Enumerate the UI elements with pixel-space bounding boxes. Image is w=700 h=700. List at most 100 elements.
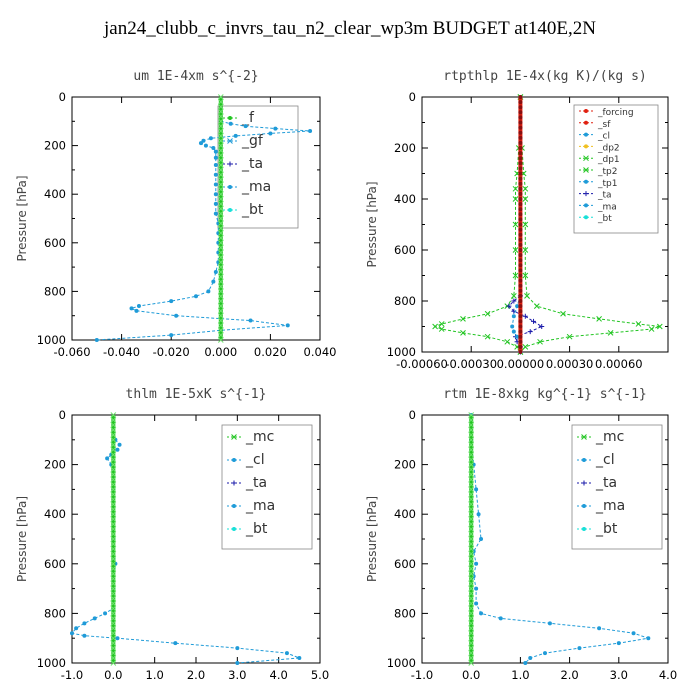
series-gf [217,94,224,343]
data-point [115,447,120,452]
data-point [522,221,529,228]
data-point [518,110,523,115]
data-point [110,640,117,647]
data-point [468,541,475,547]
data-point [110,521,117,527]
data-point [194,294,198,299]
y-tick-label: 1000 [387,345,416,359]
data-point [468,466,475,473]
data-point [635,321,642,327]
data-point [518,161,523,166]
data-point [213,201,218,206]
data-point [518,176,523,181]
x-tick-label: 0.00060 [595,357,643,371]
data-point [110,615,117,622]
data-point [577,646,582,651]
data-point [213,149,218,154]
data-point [468,491,475,498]
data-point [468,610,475,617]
data-point [518,314,523,319]
data-point [217,337,224,343]
x-tick-label: 0.0 [462,668,480,682]
data-point [510,324,515,329]
data-point [468,536,475,542]
data-point [515,334,520,339]
data-point [110,650,117,656]
y-tick-label: 1000 [387,656,416,670]
data-point [468,575,475,582]
data-point [596,315,602,322]
legend-label: _ta [245,475,267,491]
data-point [217,142,224,149]
data-point [273,126,278,131]
data-point [524,293,530,299]
panel-title: rtm 1E-8xkg kg^{-1} s^{-1} [443,387,647,402]
data-point [217,99,224,105]
data-point [173,641,178,646]
data-point [468,640,475,647]
data-point [522,247,529,253]
data-point [518,248,523,252]
data-point [460,330,466,336]
data-point [217,186,224,193]
y-tick-label: 1000 [37,656,66,670]
data-point [468,635,475,642]
data-point [518,273,523,278]
series-dp1 [432,94,524,355]
data-point [110,427,117,433]
data-point [518,324,523,329]
series-forcing [518,95,523,354]
data-point [217,162,224,168]
data-point [522,344,529,350]
data-point [484,333,491,340]
data-point [518,339,523,344]
data-point [518,105,523,110]
data-point [616,641,621,646]
legend-label: _bt [597,214,612,224]
data-point [110,660,117,666]
data-point [597,626,602,631]
data-point [110,481,117,488]
data-point [474,601,479,606]
data-point [228,185,232,189]
y-tick-label: 800 [44,606,66,620]
data-point [285,323,290,328]
data-point [531,318,537,324]
x-tick-label: 5.0 [311,668,329,682]
data-point [584,144,588,149]
data-point [468,551,475,557]
data-point [110,451,117,458]
data-point [227,138,233,144]
data-point [474,561,479,566]
data-point [468,615,475,622]
data-point [518,130,523,135]
data-point [217,298,224,304]
data-point [217,278,224,285]
data-point [518,125,523,130]
data-point [217,303,224,309]
data-point [543,651,547,656]
data-point [432,323,438,330]
data-point [583,191,589,197]
data-point [511,298,517,304]
data-point [110,630,117,637]
data-point [518,100,523,105]
data-point [518,334,523,339]
data-point [110,516,117,523]
data-point [582,504,586,508]
data-point [110,471,117,478]
data-point [201,138,206,143]
data-point [217,288,224,295]
x-tick-label: -1.0 [411,668,433,682]
data-point [607,330,614,336]
data-point [518,212,523,217]
data-point [468,516,475,523]
data-point [468,630,475,637]
panel-4: rtm 1E-8xkg kg^{-1} s^{-1} Pressure [hPa]… [365,387,677,682]
data-point [566,333,573,340]
data-point [468,446,475,453]
x-tick-label: -0.040 [103,345,140,359]
data-point [584,203,588,208]
data-point [518,186,523,191]
data-point [110,441,117,448]
